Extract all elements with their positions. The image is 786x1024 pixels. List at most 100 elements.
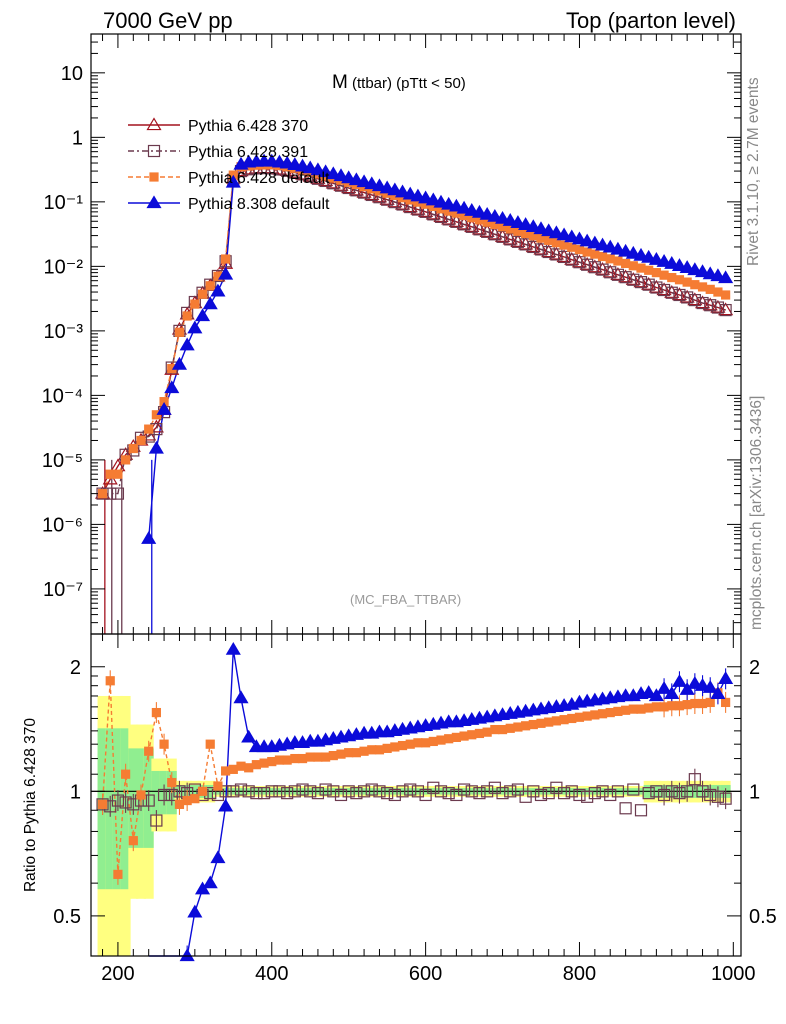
ratio-point — [159, 739, 169, 749]
ratio-point — [227, 785, 240, 798]
ratio-point — [596, 785, 609, 798]
main-point — [504, 233, 517, 246]
main-point — [464, 219, 480, 232]
main-point — [541, 223, 557, 237]
ratio-point — [421, 738, 431, 748]
main-point — [394, 184, 411, 198]
main-point — [687, 262, 703, 276]
main-point — [518, 236, 534, 250]
ratio-point — [427, 781, 440, 794]
ratio-point — [187, 904, 203, 918]
main-point — [648, 251, 664, 265]
main-point — [148, 440, 164, 454]
ratio-point — [121, 769, 131, 779]
ratio-frame — [90, 633, 742, 957]
main-point — [610, 267, 626, 280]
main-point — [518, 217, 534, 231]
ratio-point — [664, 686, 680, 700]
legend-marker-1 — [147, 144, 161, 158]
main-point — [605, 254, 615, 264]
ratio-point — [367, 745, 377, 755]
main-point — [533, 221, 549, 235]
main-point — [496, 230, 509, 243]
main-point — [441, 211, 457, 225]
ratio-point — [382, 743, 392, 753]
ratio-point — [97, 799, 108, 809]
main-point — [571, 254, 588, 268]
ratio-point — [127, 798, 140, 811]
ratio-point — [242, 785, 255, 798]
ratio-point — [590, 710, 600, 720]
main-point — [494, 210, 511, 224]
main-point — [582, 247, 592, 257]
ratio-point — [659, 702, 669, 712]
ratio-point — [442, 787, 455, 800]
main-point — [633, 274, 649, 288]
main-point — [567, 242, 577, 252]
ratio-point — [305, 752, 315, 762]
main-point — [356, 174, 372, 188]
ratio-point — [605, 707, 615, 718]
main-point — [641, 249, 657, 263]
main-point — [587, 259, 603, 273]
main-point — [171, 356, 188, 370]
main-point — [694, 295, 711, 309]
ratio-point — [536, 718, 546, 728]
main-point — [571, 231, 588, 245]
x-tick-label: 800 — [563, 963, 596, 985]
ratio-point — [604, 788, 617, 802]
ratio-point — [404, 783, 417, 796]
ratio-point — [297, 753, 308, 764]
main-point — [718, 302, 734, 316]
ratio-point — [434, 785, 448, 798]
ratio-point — [681, 785, 694, 798]
main-point — [190, 299, 200, 309]
ratio-point — [511, 783, 525, 796]
main-point — [548, 225, 564, 239]
series-markers — [94, 153, 734, 962]
ratio-point — [250, 787, 263, 800]
ratio-point — [190, 794, 200, 804]
ratio-point — [359, 746, 369, 756]
main-point — [541, 244, 557, 258]
ratio-point — [490, 724, 500, 735]
main-point — [194, 308, 211, 322]
legend-label-2: Pythia 6.428 default — [188, 170, 330, 187]
ratio-point — [467, 730, 477, 740]
main-point — [210, 283, 226, 297]
main-point — [602, 239, 618, 253]
ratio-point — [173, 785, 186, 798]
ratio-point — [687, 676, 703, 689]
main-point — [679, 260, 695, 273]
main-point — [164, 380, 180, 394]
ratio-point — [351, 748, 361, 758]
main-point — [628, 261, 638, 271]
axes: 10 1 10⁻¹ 10⁻² 10⁻³ 10⁻⁴ 10⁻⁵ 10⁻⁶ 10⁻⁷ 200 400 600… — [22, 33, 777, 985]
main-point — [564, 251, 580, 265]
ratio-point — [257, 787, 271, 800]
ratio-point — [718, 671, 734, 684]
main-point — [479, 224, 495, 237]
ratio-point — [241, 729, 257, 743]
ratio-point — [233, 690, 249, 704]
main-point — [402, 186, 418, 200]
ratio-point — [111, 794, 125, 807]
main-point — [448, 198, 464, 212]
main-point — [534, 243, 548, 256]
main-point — [433, 209, 449, 223]
main-point — [494, 229, 511, 242]
main-point — [364, 176, 380, 190]
ratio-point — [674, 701, 685, 711]
main-point — [619, 271, 632, 284]
y-tick-label: 10⁻⁷ — [43, 579, 83, 601]
ratio-point — [221, 766, 231, 776]
mcplots-reference-label: mcplots.cern.ch [arXiv:1306.3436] — [748, 395, 765, 630]
main-point — [588, 261, 601, 274]
ratio-point — [521, 721, 531, 731]
ratio-point — [641, 685, 657, 698]
ratio-point — [619, 802, 632, 815]
ratio-point — [696, 785, 709, 798]
ratio-point — [628, 704, 638, 714]
ratio-point — [167, 777, 177, 788]
